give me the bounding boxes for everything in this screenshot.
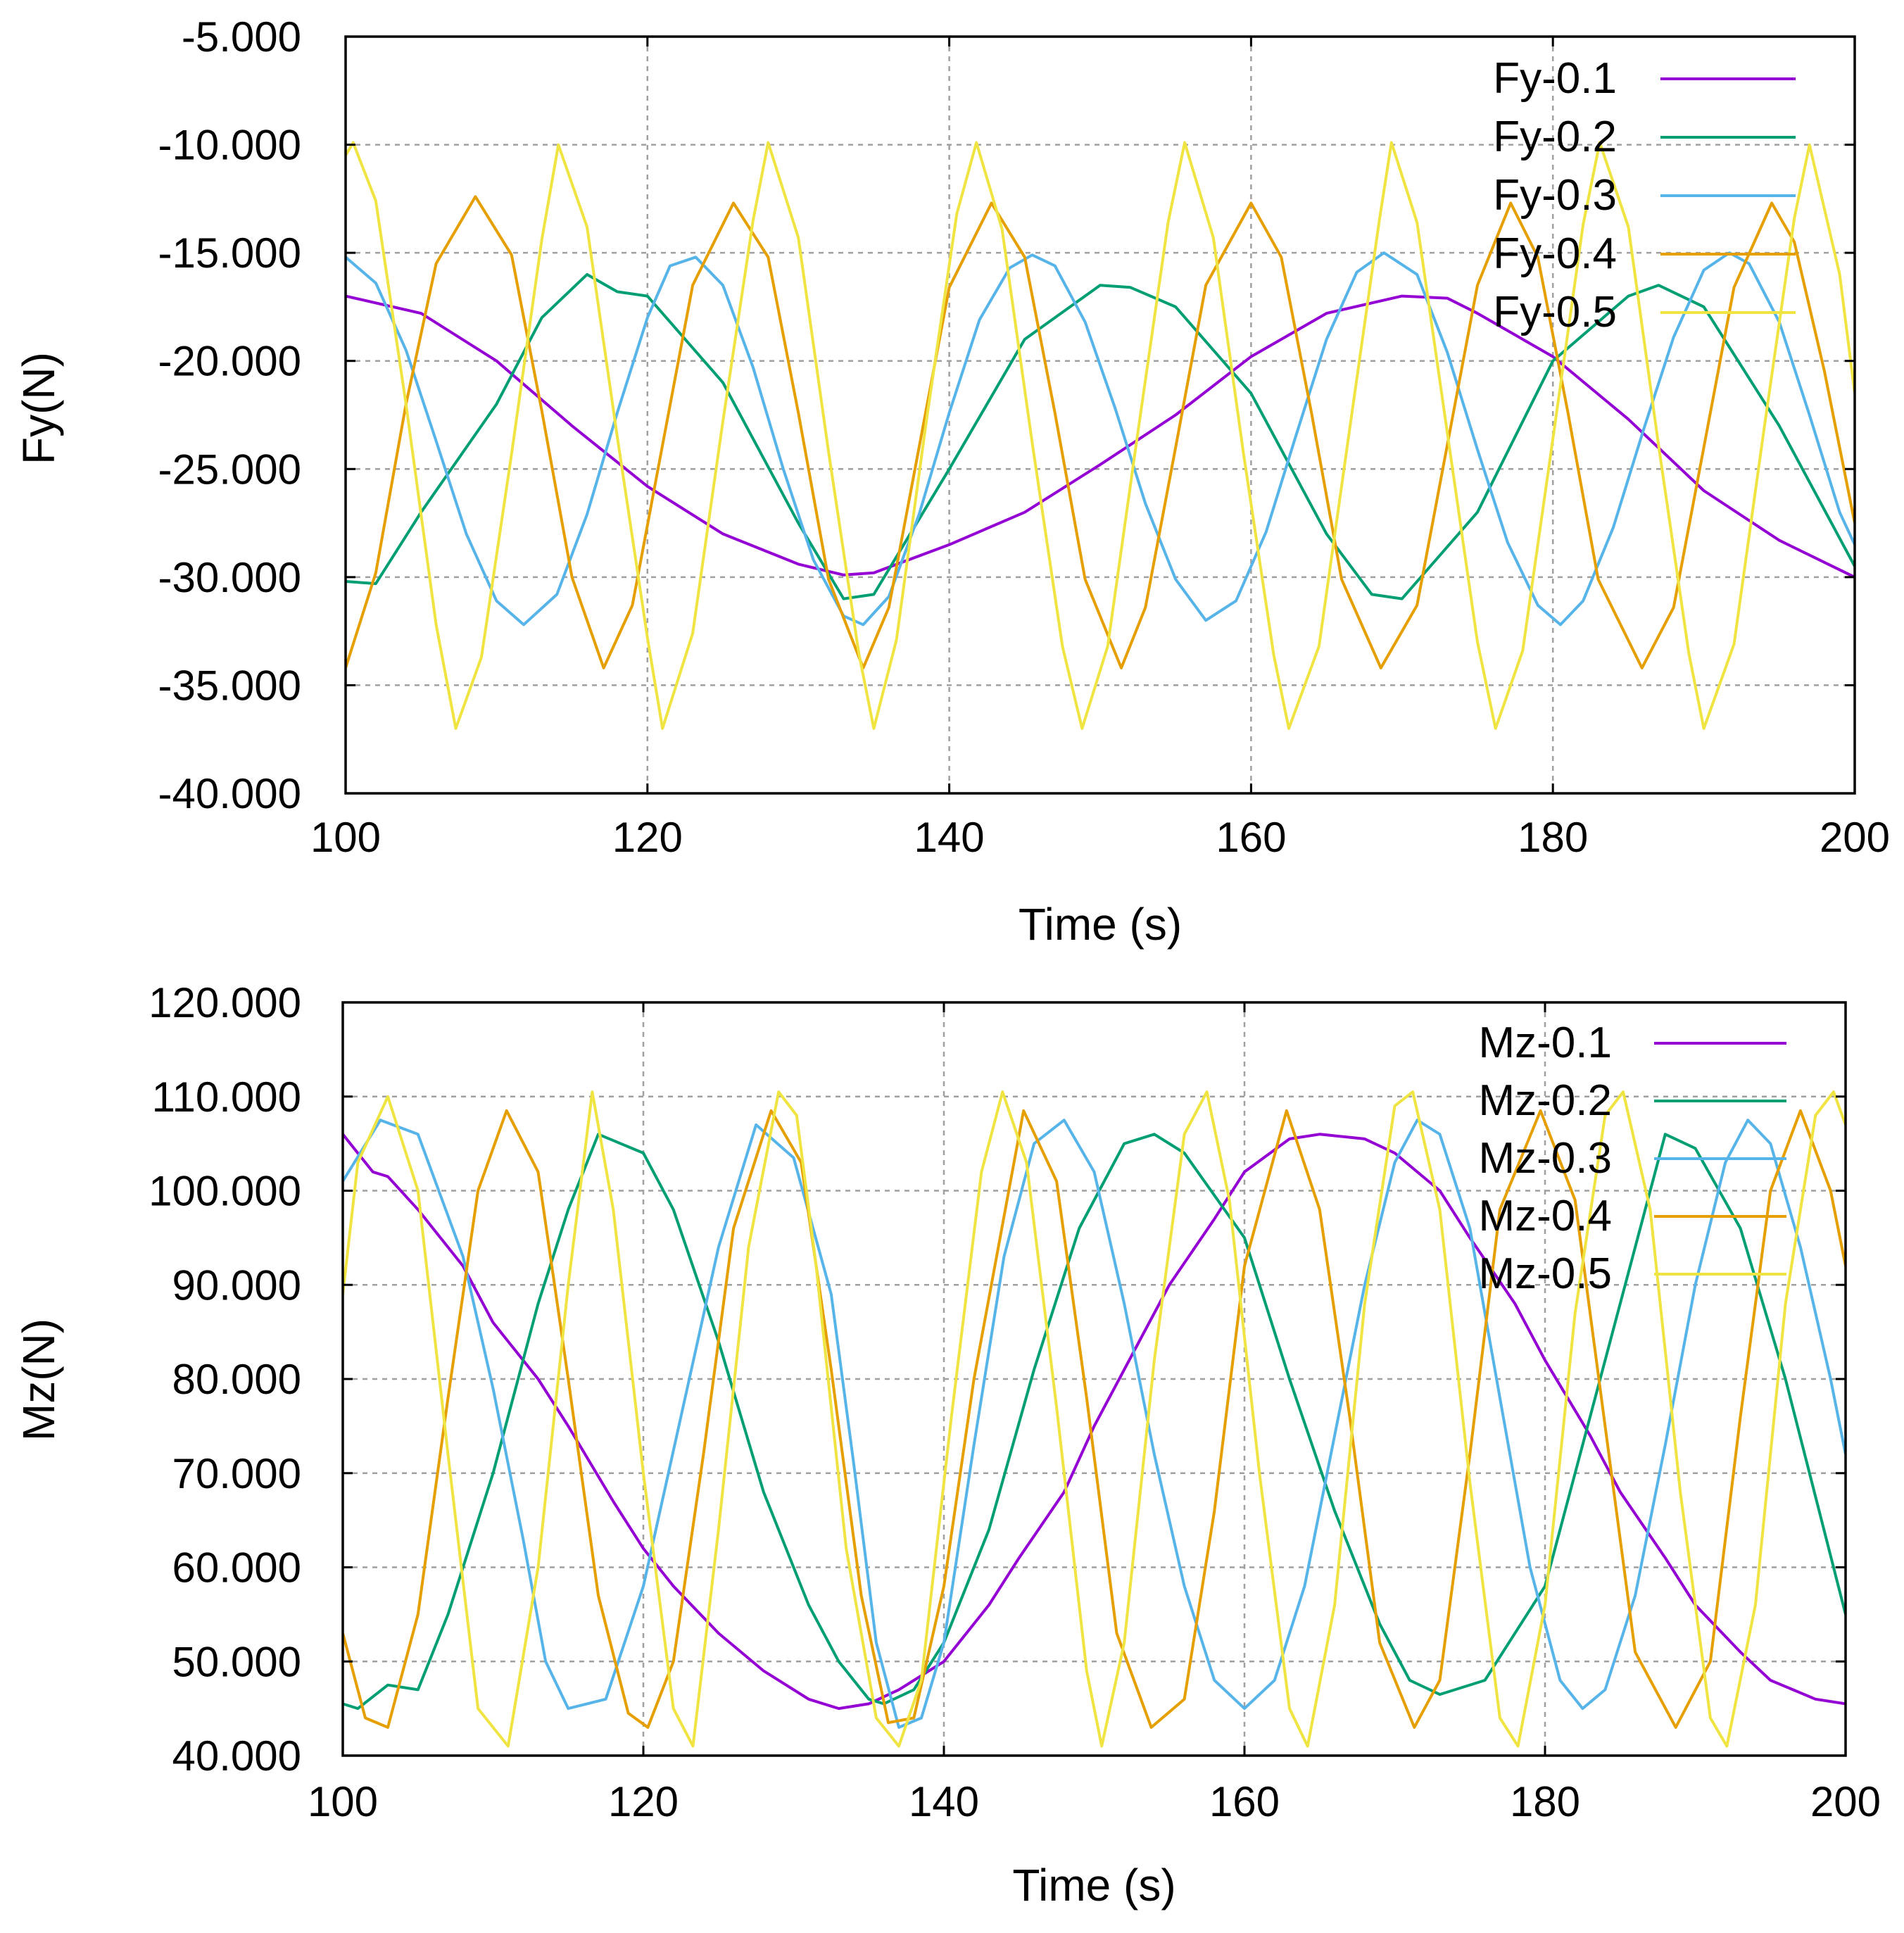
- mz-chart: 100 120 140 160 180 200 120.000 110.000 100.000 9…: [13, 979, 1881, 1910]
- x-tick-label: 100: [310, 814, 381, 861]
- x-axis-title: Time (s): [1019, 899, 1182, 950]
- y-tick-label: -25.000: [158, 446, 302, 493]
- x-tick-label: 160: [1209, 1778, 1280, 1825]
- legend-label: Mz-0.4: [1479, 1192, 1612, 1240]
- y-tick-label: 80.000: [172, 1356, 301, 1403]
- y-tick-label: -35.000: [158, 662, 302, 709]
- legend-label: Fy-0.2: [1493, 113, 1617, 161]
- x-tick-label: 200: [1810, 1778, 1881, 1825]
- y-tick-label: 90.000: [172, 1261, 301, 1309]
- plot-frame: [344, 35, 1856, 795]
- y-axis-title: Fy(N): [13, 352, 64, 465]
- series-line-fy-0.1: [346, 294, 1855, 579]
- series-line-fy-0.2: [346, 272, 1855, 600]
- x-tick-label: 200: [1820, 814, 1890, 861]
- series-line-mz-0.3: [343, 1119, 1846, 1729]
- series-line-fy-0.3: [346, 251, 1855, 627]
- legend: Mz-0.1 Mz-0.2 Mz-0.3 Mz-0.4 Mz-0.5: [1479, 1019, 1786, 1298]
- y-tick-label: -20.000: [158, 338, 302, 385]
- y-tick-label: -30.000: [158, 554, 302, 601]
- legend-label: Mz-0.5: [1479, 1249, 1612, 1298]
- legend-label: Mz-0.3: [1479, 1134, 1612, 1183]
- x-tick-label: 140: [909, 1778, 979, 1825]
- y-tick-label: 40.000: [172, 1732, 301, 1780]
- legend-label: Fy-0.1: [1493, 54, 1617, 103]
- x-tick-label: 120: [612, 814, 683, 861]
- series-line-fy-0.5: [346, 141, 1855, 730]
- series-line-mz-0.1: [343, 1133, 1846, 1711]
- series-line-mz-0.5: [343, 1090, 1846, 1748]
- y-tick-label: -5.000: [182, 13, 301, 61]
- x-tick-label: 100: [308, 1778, 378, 1825]
- legend-label: Fy-0.5: [1493, 288, 1617, 336]
- y-axis-title: Mz(N): [13, 1318, 64, 1441]
- y-tick-label: 50.000: [172, 1638, 301, 1685]
- y-tick-label: 100.000: [149, 1168, 301, 1215]
- legend-label: Mz-0.1: [1479, 1019, 1612, 1067]
- legend-label: Fy-0.4: [1493, 229, 1617, 278]
- x-tick-label: 160: [1216, 814, 1286, 861]
- y-tick-label: -15.000: [158, 229, 302, 277]
- y-tick-label: -10.000: [158, 122, 302, 169]
- fy-chart: 100 120 140 160 180 200 -5.000 -10.000 -15.000 -2…: [13, 13, 1890, 950]
- x-tick-label: 140: [914, 814, 985, 861]
- legend-label: Fy-0.3: [1493, 171, 1617, 220]
- series-group: [343, 1090, 1846, 1748]
- y-tick-label: 110.000: [152, 1073, 301, 1121]
- series-line-mz-0.2: [343, 1133, 1846, 1711]
- x-axis-title: Time (s): [1012, 1860, 1175, 1910]
- legend-label: Mz-0.2: [1479, 1076, 1612, 1125]
- y-tick-label: -40.000: [158, 770, 302, 817]
- x-tick-label: 120: [608, 1778, 679, 1825]
- x-tick-label: 180: [1510, 1778, 1580, 1825]
- legend: Fy-0.1 Fy-0.2 Fy-0.3 Fy-0.4 Fy-0.5: [1493, 54, 1796, 336]
- x-tick-label: 180: [1518, 814, 1588, 861]
- y-tick-label: 120.000: [149, 979, 301, 1026]
- series-line-mz-0.4: [343, 1109, 1846, 1729]
- y-tick-label: 70.000: [172, 1450, 301, 1497]
- series-line-fy-0.4: [346, 195, 1855, 669]
- series-group: [346, 141, 1855, 730]
- y-tick-label: 60.000: [172, 1544, 301, 1592]
